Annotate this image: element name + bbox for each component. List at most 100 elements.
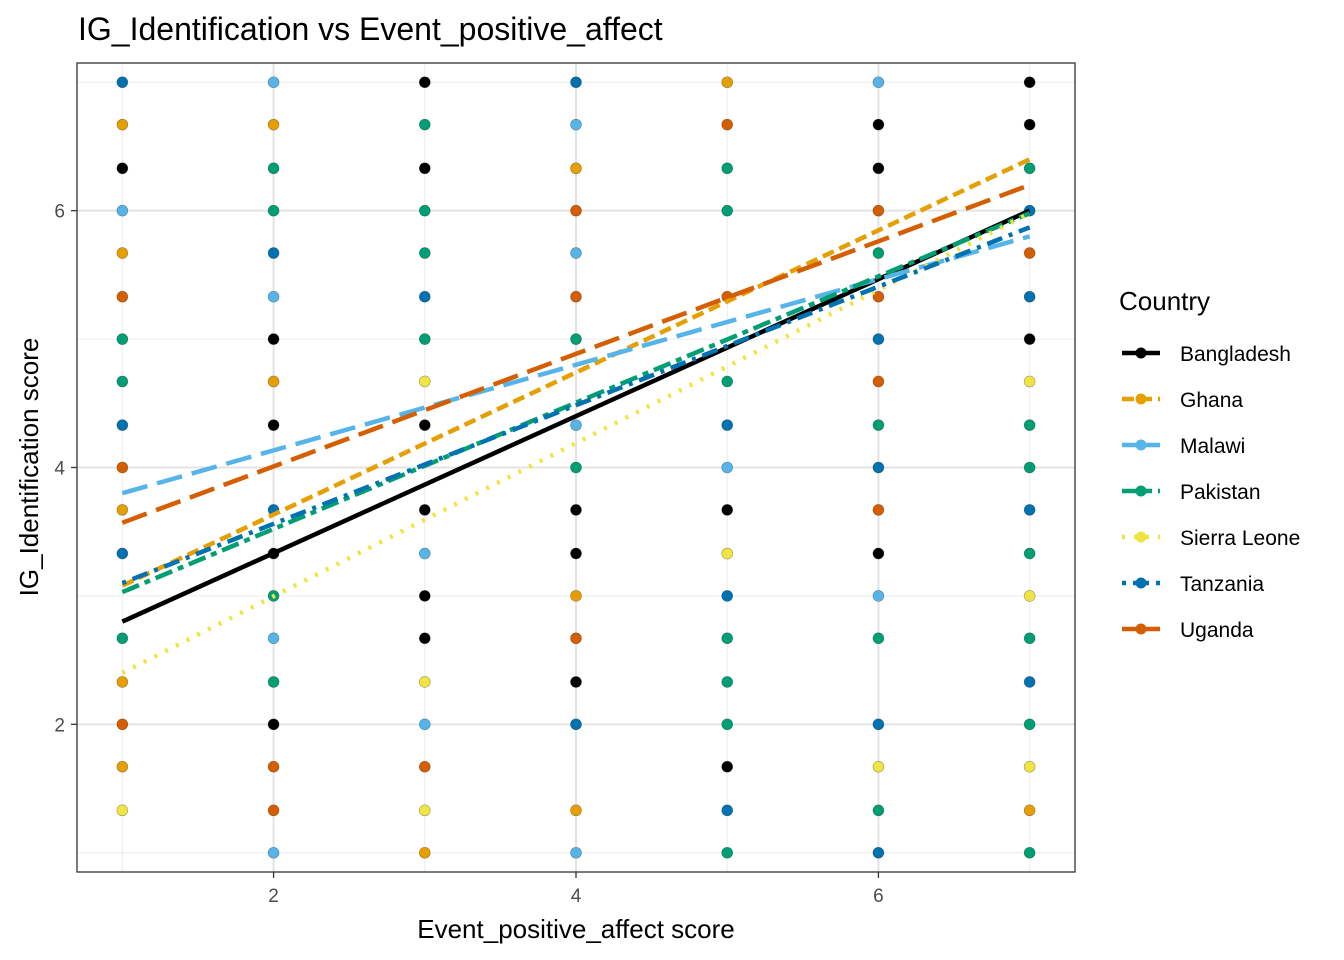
y-tick-label: 2 [54,715,65,736]
legend-point-key [1135,531,1147,543]
data-point [116,375,129,388]
data-point [116,118,129,131]
legend-label: Bangladesh [1180,343,1291,366]
data-point [418,718,431,731]
data-point [116,718,129,731]
legend-label: Sierra Leone [1180,527,1300,550]
legend-item: Bangladesh [1122,343,1291,366]
data-point [1023,461,1036,474]
data-point [418,846,431,859]
data-point [116,804,129,817]
data-point [721,676,734,688]
data-point [1023,162,1036,175]
data-point [1023,504,1036,516]
data-point [116,547,129,560]
data-point [116,162,129,175]
data-point [1023,290,1036,303]
data-point [1023,333,1036,345]
data-point [570,419,582,431]
data-point [267,804,280,817]
data-point [418,247,431,259]
data-point [418,632,431,645]
legend-label: Malawi [1180,435,1245,458]
data-point [267,204,280,217]
data-point [418,419,431,431]
trend-line [121,211,1031,595]
legend-label: Tanzania [1180,573,1264,596]
trend-line [121,157,1031,588]
data-point [872,247,885,259]
data-point [116,76,129,89]
trend-line [121,225,1031,586]
data-point [570,333,582,345]
y-tick-label: 6 [54,202,65,223]
data-point [267,419,280,431]
data-point [721,204,734,217]
trend-lines [121,157,1031,675]
data-point [267,375,280,388]
data-point [267,247,280,259]
data-point [116,204,129,217]
legend-title: Country [1119,286,1210,316]
y-axis-title: IG_Identification score [14,338,44,597]
chart-title: IG_Identification vs Event_positive_affe… [78,11,663,47]
data-point [721,76,734,89]
x-axis-title: Event_positive_affect score [417,914,734,944]
data-point [418,590,431,602]
data-point [872,419,885,431]
data-point [872,760,885,773]
data-point [116,247,129,259]
data-point [1023,676,1036,688]
legend-point-key [1135,393,1147,405]
data-point [267,846,280,859]
data-point [267,118,280,131]
data-point [872,846,885,859]
data-point [418,760,431,773]
data-point [872,333,885,345]
data-point [570,290,582,303]
data-point [721,590,734,602]
data-point [872,162,885,175]
data-point [570,804,582,817]
data-point [721,375,734,388]
data-point [570,204,582,217]
data-point [872,461,885,474]
data-point [116,676,129,688]
data-point [721,504,734,516]
legend-item: Tanzania [1122,573,1264,596]
data-point [116,504,129,516]
data-point [721,846,734,859]
data-points [116,76,1036,859]
data-point [570,590,582,602]
data-point [721,547,734,560]
trend-line [121,234,1031,496]
data-point [721,461,734,474]
data-point [267,760,280,773]
data-point [721,632,734,645]
data-point [418,118,431,131]
legend-item: Pakistan [1122,481,1261,504]
legend-point-key [1135,439,1147,451]
data-point [1023,804,1036,817]
data-point [267,632,280,645]
data-point [721,419,734,431]
data-point [872,504,885,516]
legend-point-key [1135,485,1147,497]
legend-point-key [1135,623,1147,635]
data-point [872,118,885,131]
data-point [1023,419,1036,431]
data-point [570,504,582,516]
data-point [418,375,431,388]
data-point [570,632,582,645]
data-point [116,290,129,303]
data-point [116,760,129,773]
data-point [570,76,582,89]
data-point [418,162,431,175]
x-tick-label: 6 [873,886,884,907]
data-point [1023,590,1036,602]
data-point [872,590,885,602]
data-point [116,333,129,345]
data-point [570,676,582,688]
data-point [1023,76,1036,89]
